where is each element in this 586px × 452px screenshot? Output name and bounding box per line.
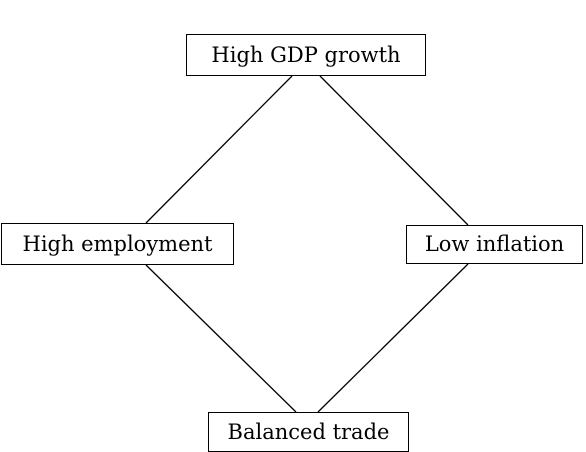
edge-high-employment-to-balanced-trade <box>145 264 297 413</box>
node-balanced-trade: Balanced trade <box>208 412 409 452</box>
node-label: Balanced trade <box>227 419 390 444</box>
edge-high-gdp-to-low-inflation <box>319 75 469 226</box>
node-label: High GDP growth <box>211 42 401 67</box>
edge-low-inflation-to-balanced-trade <box>317 263 469 413</box>
edge-high-gdp-to-high-employment <box>145 75 293 224</box>
node-label: High employment <box>22 231 213 256</box>
node-low-inflation: Low inflation <box>406 225 583 264</box>
node-high-gdp-growth: High GDP growth <box>186 34 426 76</box>
node-high-employment: High employment <box>1 223 234 265</box>
node-label: Low inflation <box>424 232 565 256</box>
